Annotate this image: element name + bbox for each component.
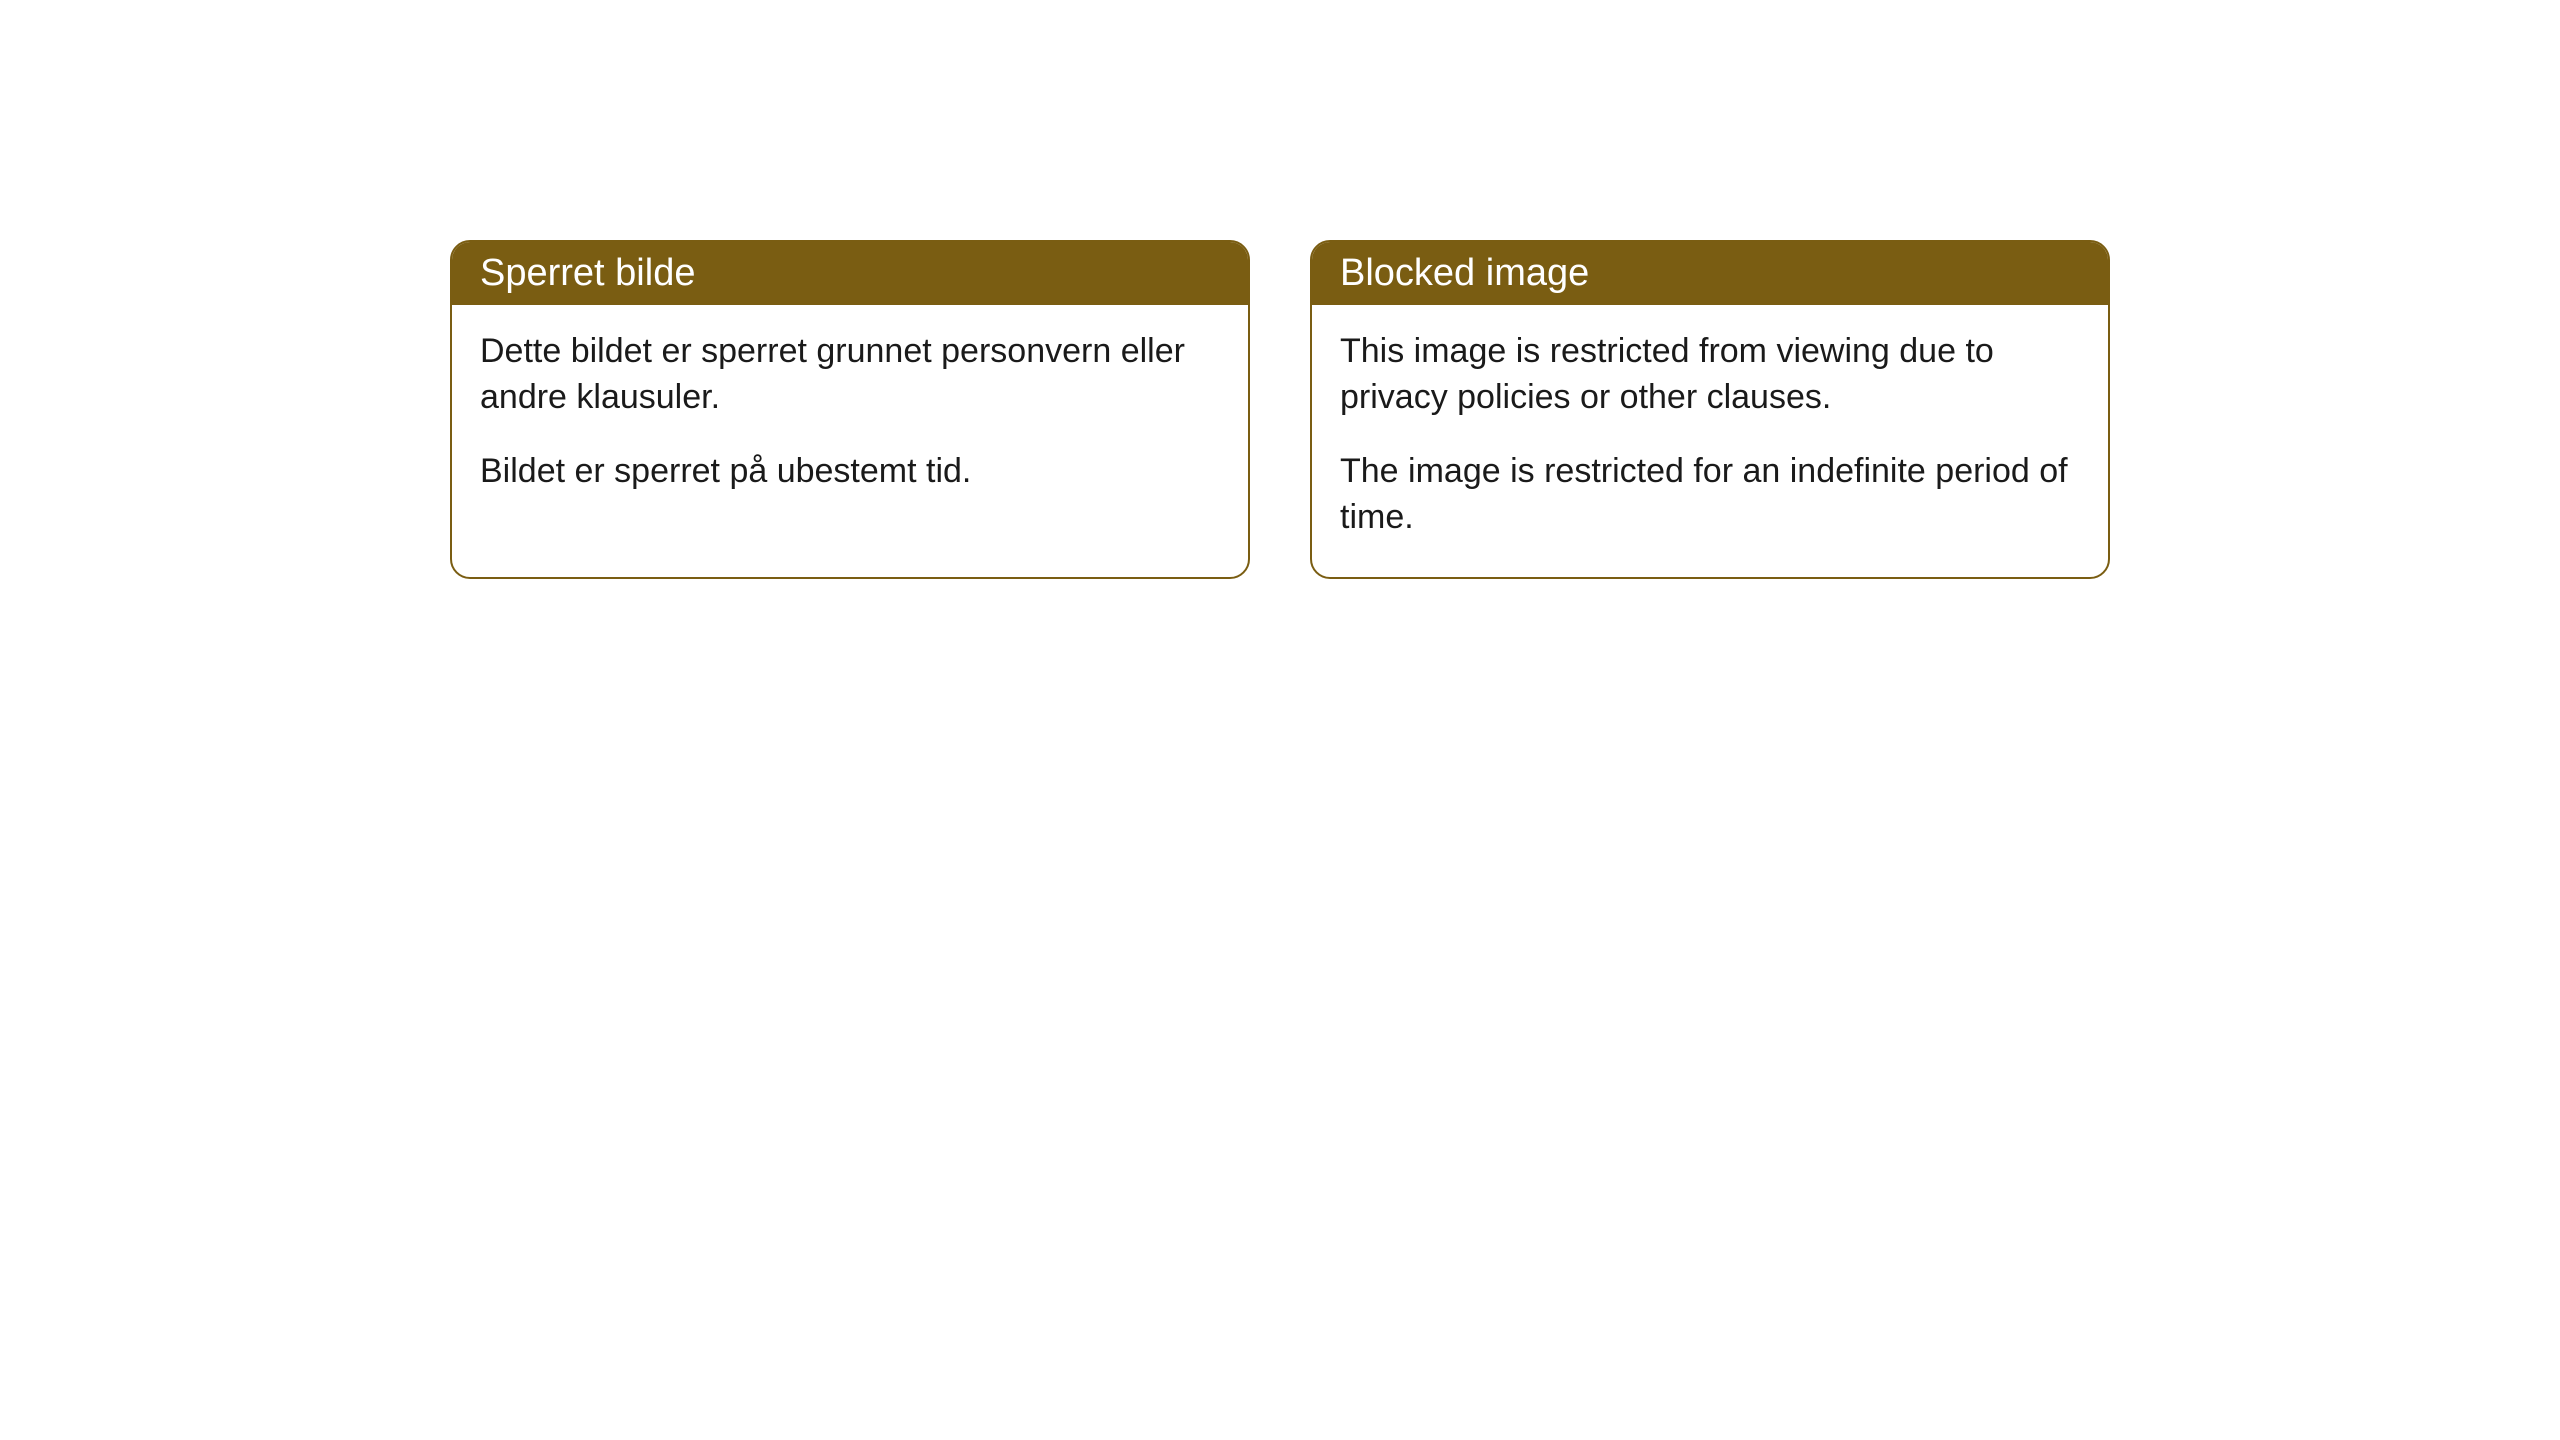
card-text-norwegian-1: Dette bildet er sperret grunnet personve… [480,329,1220,421]
card-text-norwegian-2: Bildet er sperret på ubestemt tid. [480,449,1220,495]
card-header-norwegian: Sperret bilde [452,242,1248,305]
notice-container: Sperret bilde Dette bildet er sperret gr… [450,240,2110,579]
notice-card-english: Blocked image This image is restricted f… [1310,240,2110,579]
card-body-english: This image is restricted from viewing du… [1312,305,2108,577]
card-title-norwegian: Sperret bilde [480,252,695,294]
card-title-english: Blocked image [1340,252,1589,294]
card-text-english-1: This image is restricted from viewing du… [1340,329,2080,421]
card-body-norwegian: Dette bildet er sperret grunnet personve… [452,305,1248,531]
card-header-english: Blocked image [1312,242,2108,305]
card-text-english-2: The image is restricted for an indefinit… [1340,449,2080,541]
notice-card-norwegian: Sperret bilde Dette bildet er sperret gr… [450,240,1250,579]
